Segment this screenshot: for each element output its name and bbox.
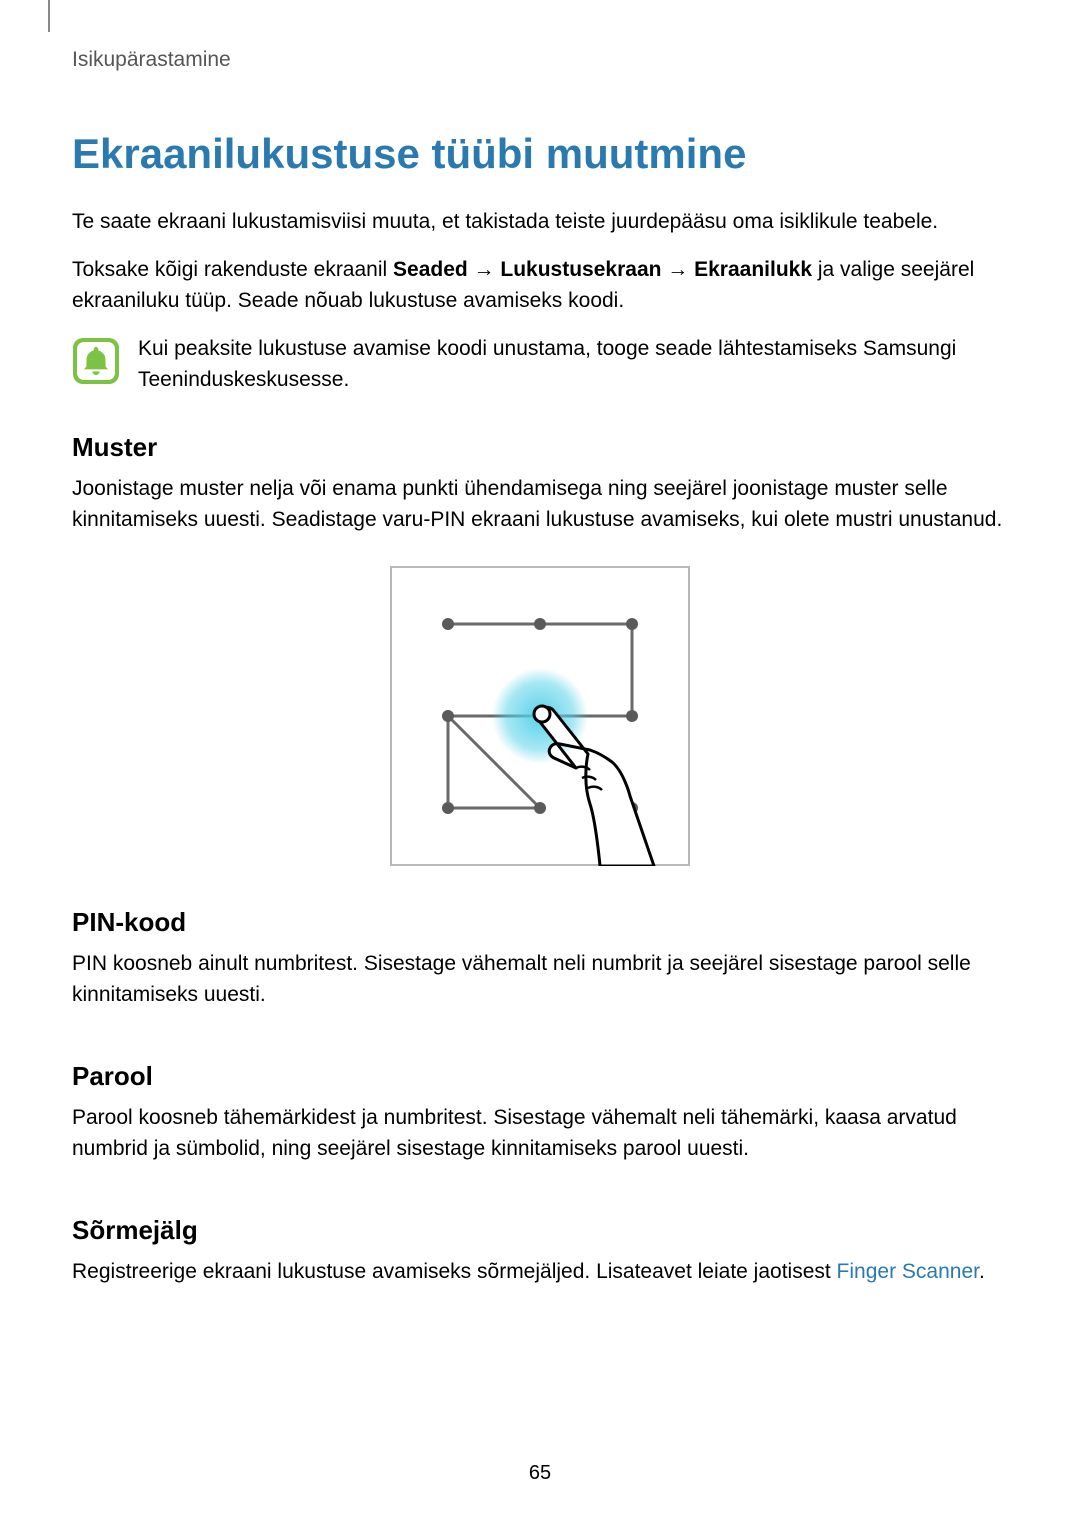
intro2-bold-ekraanilukk: Ekraanilukk (694, 258, 812, 281)
page-number: 65 (0, 1462, 1080, 1485)
breadcrumb: Isikupärastamine (72, 48, 1008, 72)
section-heading-muster: Muster (72, 432, 1008, 463)
sormejalg-pre: Registreerige ekraani lukustuse avamisek… (72, 1260, 837, 1283)
finger-scanner-link[interactable]: Finger Scanner (837, 1260, 979, 1283)
note-bell-icon (72, 337, 120, 385)
pattern-illustration (72, 566, 1008, 871)
intro-paragraph-2: Toksake kõigi rakenduste ekraanil Seaded… (72, 254, 1008, 317)
muster-text: Joonistage muster nelja või enama punkti… (72, 473, 1008, 536)
section-heading-sormejalg: Sõrmejälg (72, 1215, 1008, 1246)
intro-paragraph-1: Te saate ekraani lukustamisviisi muuta, … (72, 206, 1008, 238)
note-callout: Kui peaksite lukustuse avamise koodi unu… (72, 333, 1008, 396)
arrow-icon: → (468, 258, 501, 281)
sormejalg-post: . (979, 1260, 985, 1283)
section-heading-parool: Parool (72, 1061, 1008, 1092)
parool-text: Parool koosneb tähemärkidest ja numbrite… (72, 1102, 1008, 1165)
pin-text: PIN koosneb ainult numbritest. Sisestage… (72, 948, 1008, 1011)
note-text: Kui peaksite lukustuse avamise koodi unu… (138, 333, 1008, 396)
section-heading-pin: PIN-kood (72, 907, 1008, 938)
intro2-pre: Toksake kõigi rakenduste ekraanil (72, 258, 393, 281)
intro2-bold-seaded: Seaded (393, 258, 468, 281)
sormejalg-text: Registreerige ekraani lukustuse avamisek… (72, 1256, 1008, 1288)
intro2-bold-lukustusekraan: Lukustusekraan (500, 258, 661, 281)
arrow-icon: → (661, 258, 694, 281)
page-title: Ekraanilukustuse tüübi muutmine (72, 130, 1008, 178)
